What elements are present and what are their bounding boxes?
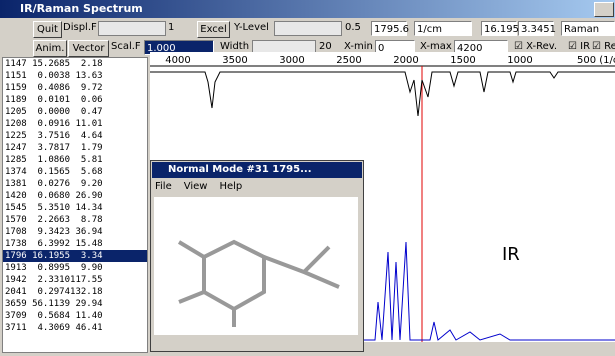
raman-field[interactable]: 3.3451	[518, 21, 554, 36]
list-row: 1189 0.0101 0.06	[3, 94, 147, 106]
list-row: 1796 16.1955 3.34	[3, 250, 147, 262]
list-row: 3659 56.1139 29.94	[3, 298, 147, 310]
list-row: 2041 0.2974132.18	[3, 286, 147, 298]
x-axis-label: 1000	[507, 55, 532, 66]
anim-button[interactable]: Anim.	[33, 40, 67, 57]
unit-select[interactable]: 1/cm	[414, 21, 472, 36]
window-buttons[interactable]	[594, 2, 614, 17]
subwindow: Normal Mode #31 1795... File View Help	[150, 160, 364, 352]
x-axis-label: 1500	[450, 55, 475, 66]
displ-value: 1	[168, 20, 174, 36]
list-row: 1225 3.7516 4.64	[3, 130, 147, 142]
menu-item: Help	[219, 181, 242, 192]
list-row: 1374 0.1565 5.68	[3, 166, 147, 178]
quit-button[interactable]: Quit	[33, 21, 62, 38]
molecule-view	[154, 197, 358, 335]
ylevel-value: 0.5	[345, 20, 361, 36]
menu-item: File	[155, 181, 172, 192]
excel-button[interactable]: Excel	[197, 21, 230, 38]
list-row: 1942 2.3310117.55	[3, 274, 147, 286]
list-row: 1708 9.3423 36.94	[3, 226, 147, 238]
displ-scroll[interactable]	[98, 21, 166, 36]
title-bar: IR/Raman Spectrum	[0, 0, 615, 18]
list-row: 1147 15.2685 2.18	[3, 58, 147, 70]
x-axis-label: 2500	[336, 55, 361, 66]
list-row: 1381 0.0276 9.20	[3, 178, 147, 190]
x-axis-label: 4000	[165, 55, 190, 66]
scal-label: Scal.F	[111, 39, 141, 55]
intensity-field[interactable]: 16.1955	[481, 21, 517, 36]
menu-item: View	[184, 181, 208, 192]
list-row: 3709 0.5684 11.40	[3, 310, 147, 322]
x-axis-label: 2000	[393, 55, 418, 66]
displ-label: Displ.F	[63, 20, 97, 36]
re-label: Re	[604, 41, 615, 52]
list-row: 1208 0.0916 11.01	[3, 118, 147, 130]
list-row: 1205 0.0000 0.47	[3, 106, 147, 118]
list-row: 1247 3.7817 1.79	[3, 142, 147, 154]
xrev-label: X-Rev.	[526, 41, 557, 52]
mode-select[interactable]: Raman	[561, 21, 615, 36]
x-axis-label: 500 (1/cm)	[577, 55, 615, 66]
ylevel-scroll[interactable]	[274, 21, 342, 36]
subwindow-title: Normal Mode #31 1795...	[168, 162, 312, 178]
list-row: 1420 0.0680 26.90	[3, 190, 147, 202]
vector-button[interactable]: Vector	[68, 40, 109, 57]
ylevel-label: Y-Level	[234, 20, 269, 36]
list-row: 1738 6.3992 15.48	[3, 238, 147, 250]
window-title: IR/Raman Spectrum	[20, 1, 143, 17]
x-axis-label: 3500	[222, 55, 247, 66]
list-row: 1285 1.0860 5.81	[3, 154, 147, 166]
list-row: 1545 5.3510 14.34	[3, 202, 147, 214]
x-axis-label: 3000	[279, 55, 304, 66]
ir-label: IR	[502, 244, 520, 265]
app: IR/Raman Spectrum Quit Displ.F 1 Excel Y…	[0, 0, 615, 356]
list-row: 1151 0.0038 13.63	[3, 70, 147, 82]
list-row: 1570 2.2663 8.78	[3, 214, 147, 226]
menu-bar: File View Help	[155, 179, 254, 195]
list-row: 1159 0.4086 9.72	[3, 82, 147, 94]
list-row: 3711 4.3069 46.41	[3, 322, 147, 334]
ir-label: IR	[580, 41, 590, 52]
list-row: 1913 0.8995 9.90	[3, 262, 147, 274]
freq-field[interactable]: 1795.6	[371, 21, 407, 36]
subwindow-title-bar: Normal Mode #31 1795...	[152, 162, 362, 178]
